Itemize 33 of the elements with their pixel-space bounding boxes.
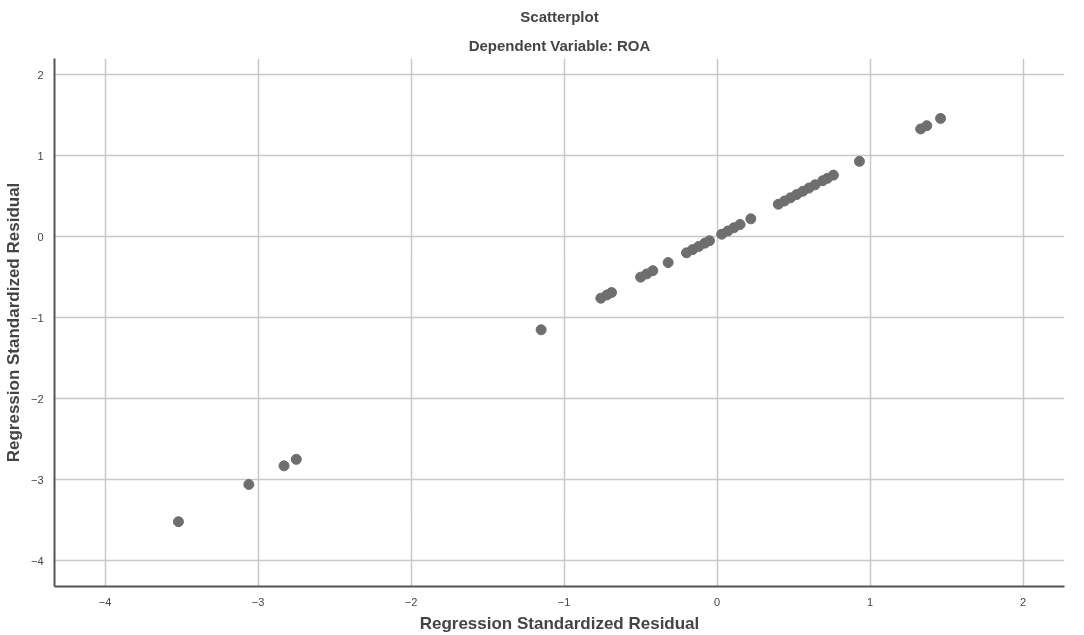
x-tick-label: −2 [404, 595, 418, 608]
chart-subtitle: Dependent Variable: ROA [468, 36, 651, 54]
y-tick-label: 1 [37, 149, 44, 162]
y-tick-label: −2 [30, 392, 44, 405]
point [703, 235, 715, 247]
point [921, 120, 933, 132]
point [647, 265, 659, 277]
point [662, 257, 674, 269]
x-tick-label: −4 [98, 595, 112, 608]
point [290, 453, 302, 465]
point [278, 460, 290, 472]
point [935, 112, 947, 124]
point [853, 155, 865, 167]
point [535, 324, 547, 336]
point [745, 213, 757, 225]
point [734, 219, 746, 230]
y-tick-label: −3 [30, 473, 44, 486]
point [243, 478, 255, 490]
x-tick-label: 0 [714, 595, 721, 608]
point [606, 287, 618, 299]
y-tick-label: 0 [37, 230, 44, 243]
point [172, 516, 184, 528]
x-tick-label: 2 [1020, 595, 1027, 608]
y-tick-label: −1 [30, 311, 44, 324]
y-tick-label: 2 [37, 68, 44, 81]
chart-title: Scatterplot [520, 7, 599, 25]
x-tick-label: 1 [867, 595, 874, 608]
y-tick-label: −4 [30, 554, 44, 567]
point [827, 169, 839, 181]
y-axis-title: Regression Standardized Residual [3, 182, 23, 463]
x-tick-label: −1 [557, 595, 571, 608]
x-tick-label: −3 [251, 595, 265, 608]
x-axis-title: Regression Standardized Residual [419, 613, 700, 633]
